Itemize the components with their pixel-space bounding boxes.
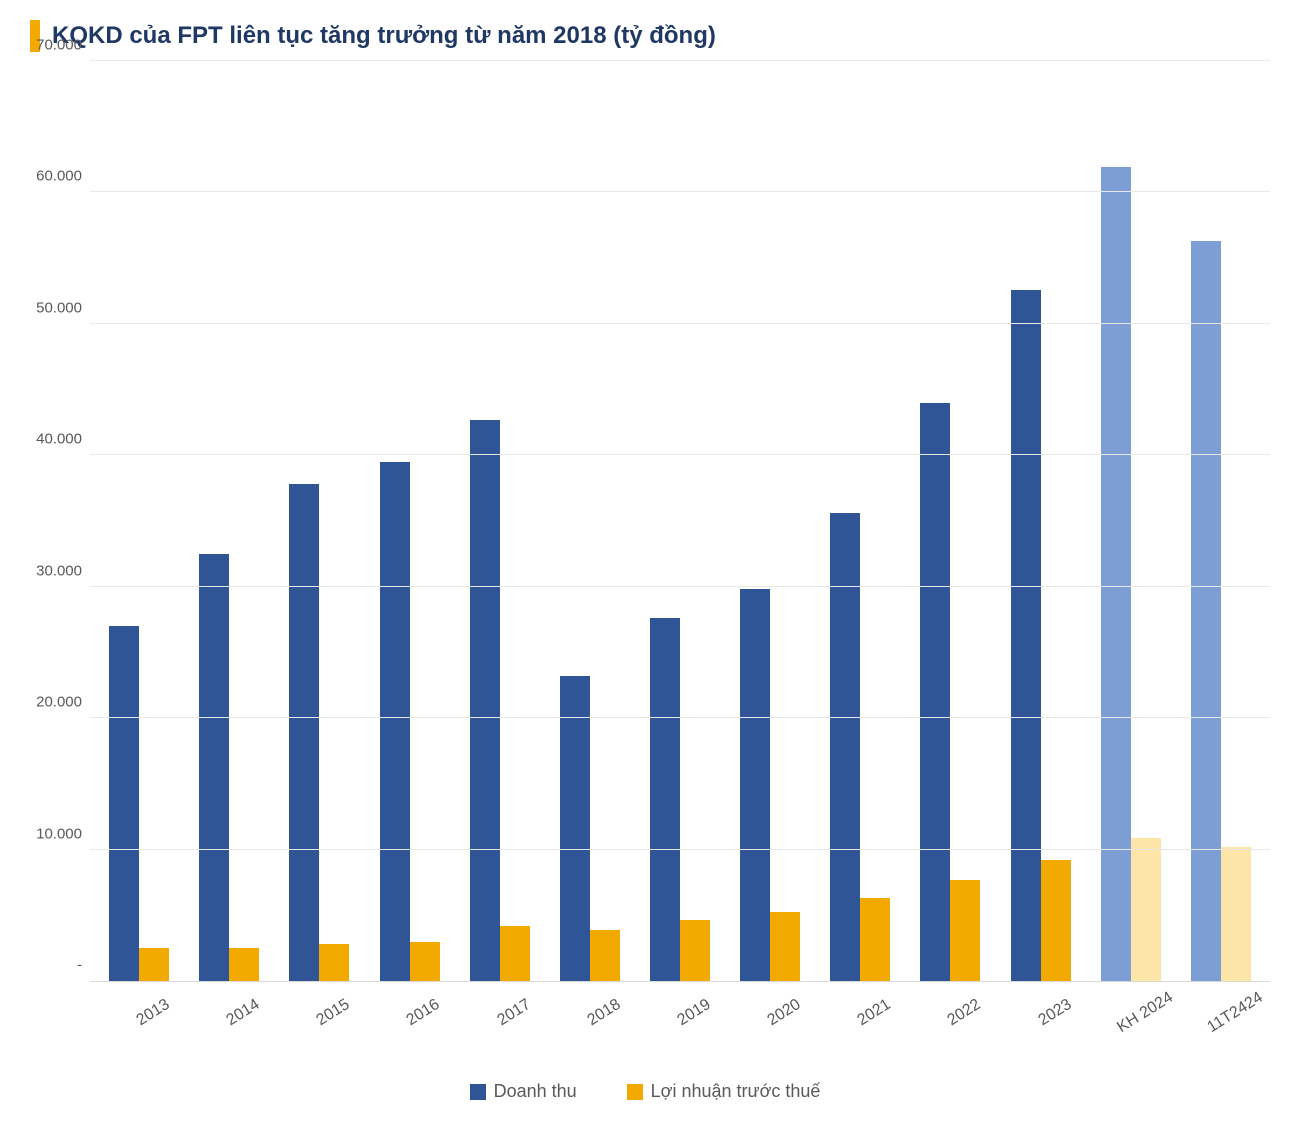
- category-group: [905, 62, 995, 981]
- category-group: [545, 62, 635, 981]
- legend-swatch: [470, 1084, 486, 1100]
- legend-item: Doanh thu: [470, 1081, 577, 1102]
- category-group: [184, 62, 274, 981]
- bar: [830, 513, 860, 981]
- category-group: [725, 62, 815, 981]
- y-tick-label: 40.000: [20, 431, 82, 448]
- y-tick-label: -: [77, 957, 82, 974]
- y-tick-label: 30.000: [20, 562, 82, 579]
- bar: [560, 676, 590, 981]
- category-group: [455, 62, 545, 981]
- bars-row: [90, 62, 1270, 981]
- chart-container: KQKD của FPT liên tục tăng trưởng từ năm…: [20, 20, 1270, 1102]
- bar: [1101, 167, 1131, 981]
- gridline: [90, 849, 1270, 850]
- y-tick-label: 60.000: [20, 168, 82, 185]
- category-group: [1086, 62, 1176, 981]
- bar: [1011, 290, 1041, 981]
- category-group: [1176, 62, 1266, 981]
- bar: [860, 898, 890, 981]
- gridline: [90, 717, 1270, 718]
- category-group: [364, 62, 454, 981]
- chart-title: KQKD của FPT liên tục tăng trưởng từ năm…: [52, 22, 716, 50]
- bar: [1041, 860, 1071, 981]
- chart-title-row: KQKD của FPT liên tục tăng trưởng từ năm…: [20, 20, 1270, 52]
- plot-area: [90, 62, 1270, 982]
- gridline: [90, 191, 1270, 192]
- bar: [289, 484, 319, 981]
- y-tick-label: 70.000: [20, 37, 82, 54]
- bar: [920, 403, 950, 981]
- bar: [680, 920, 710, 981]
- gridline: [90, 323, 1270, 324]
- legend-label: Lợi nhuận trước thuế: [651, 1081, 821, 1102]
- category-group: [274, 62, 364, 981]
- legend: Doanh thu Lợi nhuận trước thuế: [20, 1081, 1270, 1102]
- legend-item: Lợi nhuận trước thuế: [627, 1081, 821, 1102]
- legend-swatch: [627, 1084, 643, 1100]
- bar: [650, 618, 680, 981]
- category-group: [996, 62, 1086, 981]
- x-axis-labels: 2013201420152016201720182019202020212022…: [90, 990, 1270, 1026]
- bar: [740, 589, 770, 981]
- bar: [1191, 241, 1221, 981]
- bar: [770, 912, 800, 981]
- bar: [199, 554, 229, 981]
- y-axis: -10.00020.00030.00040.00050.00060.00070.…: [20, 62, 90, 982]
- bar: [380, 462, 410, 981]
- bar: [109, 626, 139, 981]
- y-tick-label: 20.000: [20, 694, 82, 711]
- bar: [470, 420, 500, 981]
- gridline: [90, 60, 1270, 61]
- category-group: [94, 62, 184, 981]
- category-group: [635, 62, 725, 981]
- bar: [950, 880, 980, 981]
- y-tick-label: 10.000: [20, 825, 82, 842]
- plot-wrapper: -10.00020.00030.00040.00050.00060.00070.…: [20, 62, 1270, 982]
- legend-label: Doanh thu: [494, 1081, 577, 1102]
- bar: [1221, 847, 1251, 981]
- category-group: [815, 62, 905, 981]
- gridline: [90, 586, 1270, 587]
- bar: [1131, 838, 1161, 981]
- gridline: [90, 454, 1270, 455]
- y-tick-label: 50.000: [20, 299, 82, 316]
